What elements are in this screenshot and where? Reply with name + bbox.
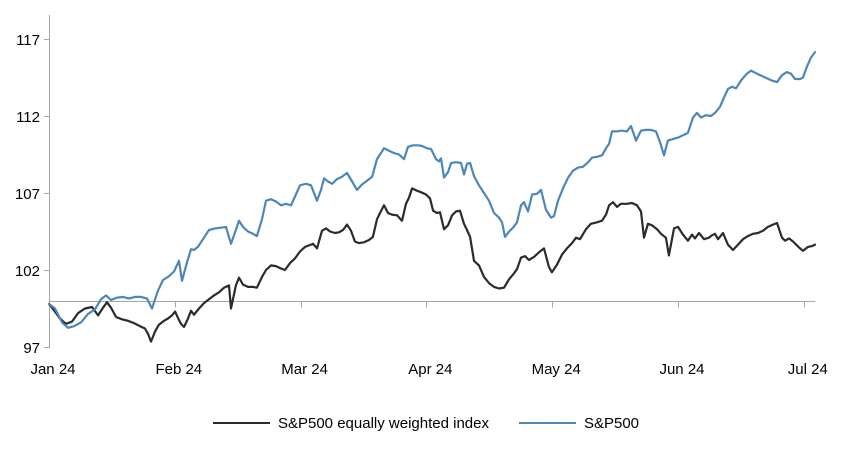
series-line-sp500 — [47, 50, 817, 329]
y-tick-label: 107 — [15, 186, 40, 203]
x-tick-label: Jul 24 — [788, 361, 828, 378]
x-tick-label: Jun 24 — [659, 361, 704, 378]
legend-item: S&P500 — [518, 414, 640, 432]
x-tick-label: Mar 24 — [281, 361, 328, 378]
legend-line-swatch — [212, 422, 270, 424]
y-tick-label: 117 — [16, 32, 40, 49]
x-tick-label: Feb 24 — [155, 361, 202, 378]
x-tick-label: Apr 24 — [408, 361, 452, 378]
x-tick-label: Jan 24 — [30, 361, 75, 378]
legend-label: S&P500 equally weighted index — [277, 414, 489, 432]
legend-item: S&P500 equally weighted index — [212, 414, 489, 432]
legend-label: S&P500 — [583, 414, 640, 432]
y-tick-label: 97 — [23, 340, 40, 357]
legend-line-swatch — [518, 422, 576, 424]
plot-area: 117 112 107 102 97 Jan 24 Feb 24 Mar 24 Apr 24 Ma… — [15, 15, 828, 378]
x-tick-label: May 24 — [532, 361, 581, 378]
series-line-equal-weighted — [47, 187, 817, 343]
y-tick-label: 102 — [15, 263, 40, 280]
y-tick-label: 112 — [16, 109, 40, 126]
chart-legend: S&P500 equally weighted index S&P500 — [0, 409, 852, 437]
